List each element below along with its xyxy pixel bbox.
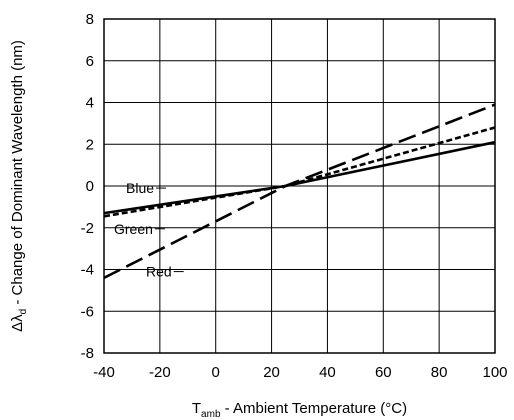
x-tick-label: 20 [263, 364, 280, 381]
x-axis-title: Tamb - Ambient Temperature (°C) [192, 400, 407, 420]
x-tick-label: 100 [482, 364, 507, 381]
y-tick-label: -4 [81, 262, 94, 279]
series-line-green [103, 126, 496, 218]
x-tick-label: -20 [149, 364, 171, 381]
series-label-blue: Blue [126, 180, 154, 196]
plot-frame [103, 18, 496, 354]
y-tick-label: 0 [86, 178, 94, 195]
x-tick-label: 40 [319, 364, 336, 381]
x-tick-label: 80 [431, 364, 448, 381]
x-tick-label: 60 [375, 364, 392, 381]
x-tick-label: 0 [212, 364, 220, 381]
series-label-green: Green [114, 221, 153, 237]
y-axis-title: Δλd - Change of Dominant Wavelength (nm) [9, 40, 29, 332]
y-tick-label: -2 [81, 220, 94, 237]
y-tick-label: 8 [86, 11, 94, 28]
y-tick-label: 2 [86, 136, 94, 153]
y-tick-label: -6 [81, 303, 94, 320]
y-tick-label: 6 [86, 53, 94, 70]
y-tick-label: -8 [81, 345, 94, 362]
x-tick-label: -40 [93, 364, 115, 381]
series-line-blue [103, 140, 496, 215]
series-label-red: Red [146, 264, 172, 280]
y-tick-label: 4 [86, 95, 94, 112]
series-line-red [103, 103, 496, 280]
